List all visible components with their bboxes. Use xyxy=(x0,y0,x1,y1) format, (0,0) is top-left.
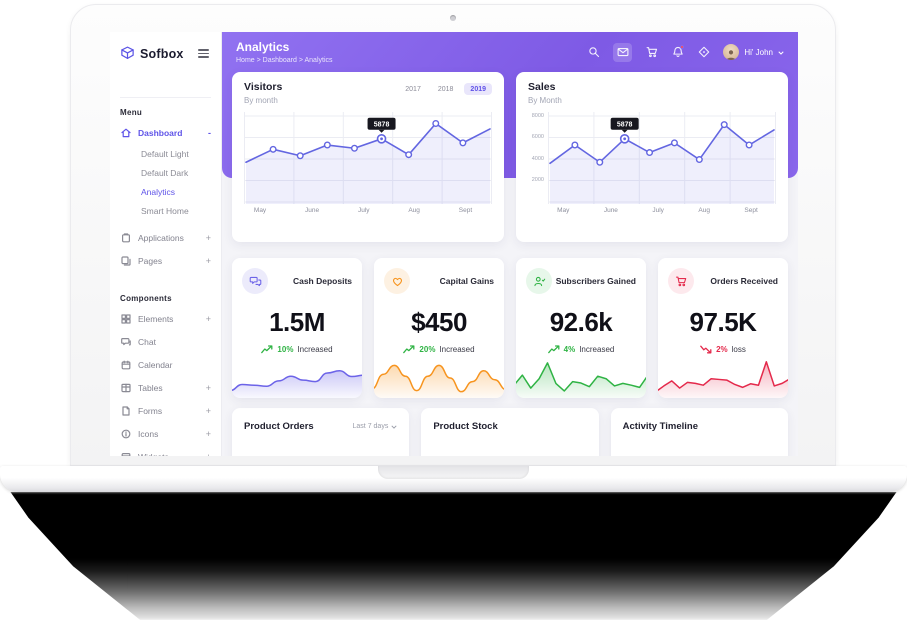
search-icon[interactable] xyxy=(587,46,600,59)
stat-value: 92.6k xyxy=(549,307,613,337)
cart-icon[interactable] xyxy=(645,46,658,59)
x-axis-labels: May June July Aug Sept xyxy=(557,207,758,214)
chat-bubbles-icon xyxy=(242,268,268,294)
sidebar-item-icons[interactable]: Icons + xyxy=(120,422,211,445)
orders-sparkline xyxy=(658,354,788,398)
sales-line-chart: 5878 May June July Aug Sept xyxy=(548,112,776,214)
stat-trend: 4% Increased xyxy=(526,345,636,354)
user-icon xyxy=(526,268,552,294)
page-title: Analytics xyxy=(236,40,290,54)
calendar-icon xyxy=(120,359,131,370)
sales-chart-card: Sales By Month 8000 6000 4000 2000 5878 xyxy=(516,72,788,242)
sidebar-item-widgets[interactable]: Widgets + xyxy=(120,445,211,456)
sidebar-item-applications[interactable]: Applications + xyxy=(120,226,211,249)
visitors-subtitle: By month xyxy=(244,96,278,105)
notification-dot xyxy=(680,44,685,49)
capital-gains-sparkline xyxy=(374,354,504,398)
sidebar-item-default-light[interactable]: Default Light xyxy=(141,148,189,159)
product-orders-card: Product Orders Last 7 days xyxy=(232,408,410,456)
avatar xyxy=(723,44,740,60)
widgets-icon xyxy=(120,451,131,456)
heart-icon xyxy=(384,268,410,294)
table-icon xyxy=(120,382,131,393)
sidebar-item-analytics[interactable]: Analytics xyxy=(141,186,176,197)
subscribers-sparkline xyxy=(516,354,646,398)
sidebar-item-chat[interactable]: Chat xyxy=(120,330,211,353)
stat-card-cash-deposits: Cash Deposits 1.5M 10% Increased xyxy=(232,258,362,398)
bell-icon[interactable] xyxy=(671,44,685,59)
y-axis-labels: 8000 6000 4000 2000 xyxy=(531,113,544,183)
visitors-line-chart: 5878 May June July Aug Sept xyxy=(244,112,492,214)
product-stock-card: Product Stock xyxy=(421,408,599,456)
grid-icon xyxy=(120,313,131,324)
stat-card-capital-gains: Capital Gains $450 20% Increased xyxy=(374,258,504,398)
activity-timeline-card: Activity Timeline xyxy=(610,408,788,456)
visitors-title: Visitors xyxy=(244,81,283,93)
year-tabs: 2017 2018 2019 xyxy=(399,83,492,95)
breadcrumb: Home > Dashboard > Analytics xyxy=(236,57,333,64)
sidebar-item-tables[interactable]: Tables + xyxy=(120,376,211,399)
user-greeting: Hi' John xyxy=(744,47,773,57)
chevron-down-icon xyxy=(778,43,784,61)
sidebar-item-forms[interactable]: Forms + xyxy=(120,399,211,422)
file-icon xyxy=(120,405,131,416)
date-range-dropdown[interactable]: Last 7 days xyxy=(353,423,398,430)
trend-up-icon xyxy=(261,345,273,354)
trend-up-icon xyxy=(547,345,560,354)
mail-icon[interactable] xyxy=(613,42,633,62)
tab-2017[interactable]: 2017 xyxy=(405,85,421,93)
sidebar: Sofbox Menu Dashboard - Default Light De… xyxy=(110,32,222,456)
stat-value: $450 xyxy=(411,307,467,337)
webcam-dot xyxy=(450,15,456,21)
logo[interactable]: Sofbox xyxy=(120,32,211,67)
svg-text:5878: 5878 xyxy=(617,122,633,129)
collapse-indicator: - xyxy=(208,127,211,138)
chat-icon xyxy=(120,336,131,347)
visitors-chart-card: Visitors By month 2017 2018 2019 5 xyxy=(232,72,504,242)
stat-card-subscribers: Subscribers Gained 92.6k 4% Increased xyxy=(516,258,646,398)
pages-icon xyxy=(120,255,131,266)
svg-text:5878: 5878 xyxy=(374,122,390,129)
chevron-down-icon xyxy=(391,424,397,429)
stat-trend: 20% Increased xyxy=(384,345,494,354)
expand-indicator: + xyxy=(205,232,211,243)
sidebar-item-dashboard[interactable]: Dashboard - xyxy=(120,121,211,144)
sales-subtitle: By Month xyxy=(528,96,562,105)
user-menu[interactable]: Hi' John xyxy=(723,43,784,61)
clipboard-icon xyxy=(120,232,131,243)
sidebar-item-calendar[interactable]: Calendar xyxy=(120,353,211,376)
dashboard-screen: Sofbox Menu Dashboard - Default Light De… xyxy=(110,32,798,456)
menu-section-label: Menu xyxy=(120,97,211,117)
laptop-shadow xyxy=(10,492,897,620)
sales-title: Sales xyxy=(528,81,556,93)
trend-down-icon xyxy=(700,345,712,354)
stat-trend: 10% Increased xyxy=(242,345,352,354)
x-axis-labels: May June July Aug Sept xyxy=(253,207,473,214)
tab-2018[interactable]: 2018 xyxy=(437,85,454,93)
gps-icon[interactable] xyxy=(697,46,710,59)
sidebar-toggle-icon[interactable] xyxy=(196,47,211,59)
home-icon xyxy=(120,127,131,138)
sidebar-item-default-dark[interactable]: Default Dark xyxy=(141,167,189,178)
trend-up-icon xyxy=(403,345,415,354)
stat-value: 97.5K xyxy=(689,307,757,337)
main-content: Analytics Home > Dashboard > Analytics xyxy=(222,32,798,456)
tab-2019[interactable]: 2019 xyxy=(464,83,492,95)
stat-card-orders: Orders Received 97.5K 2% loss xyxy=(658,258,788,398)
stat-trend: 2% loss xyxy=(668,345,778,354)
cash-deposits-sparkline xyxy=(232,354,362,398)
logo-text: Sofbox xyxy=(140,46,184,61)
sidebar-item-smart-home[interactable]: Smart Home xyxy=(141,205,189,216)
sidebar-item-elements[interactable]: Elements + xyxy=(120,307,211,330)
sidebar-item-pages[interactable]: Pages + xyxy=(120,249,211,272)
stat-value: 1.5M xyxy=(269,307,325,337)
sofbox-logo-icon xyxy=(120,46,135,61)
cart-icon xyxy=(668,268,694,294)
topbar: Analytics Home > Dashboard > Analytics xyxy=(232,32,788,72)
components-section-label: Components xyxy=(120,294,172,303)
expand-indicator: + xyxy=(205,255,211,266)
laptop-lid-notch xyxy=(378,466,529,479)
info-circle-icon xyxy=(120,428,131,439)
